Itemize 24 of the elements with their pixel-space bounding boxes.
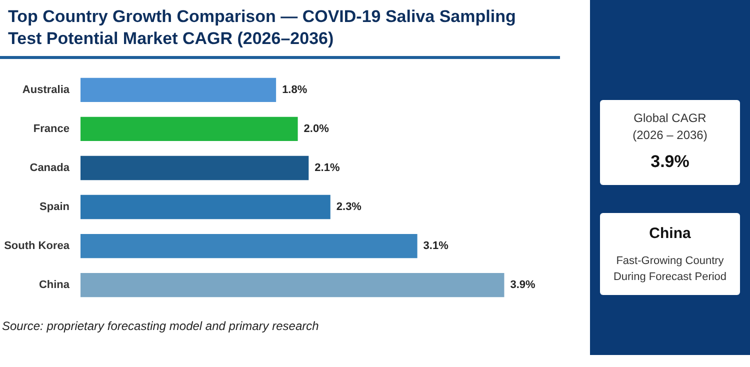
data-label: 1.8% — [282, 84, 308, 96]
bar — [80, 194, 330, 220]
data-label: 2.1% — [314, 162, 340, 174]
text: Fast-Growing Country During Forecast Period — [612, 254, 728, 285]
data-label: 2.0% — [304, 122, 330, 135]
source-note: Source: proprietary forecasting model and primary research — [1, 318, 319, 335]
y-tick-label: Spain — [40, 201, 70, 214]
bar — [80, 156, 309, 180]
y-tick-label: Canada — [30, 162, 70, 174]
data-label: 3.9% — [510, 279, 536, 292]
y-tick-label: Australia — [22, 84, 70, 96]
text: 3.9% — [650, 151, 690, 174]
data-label: 3.1% — [423, 240, 449, 252]
bar — [80, 116, 298, 142]
y-tick-label: South Korea — [4, 240, 70, 252]
text: Global CAGR (2026 – 2036) — [632, 110, 708, 144]
chart-title: Top Country Growth Comparison — COVID-19 Saliva Sampling Test Potential Market CAGR (2026–2036) — [0, 0, 560, 60]
bar — [80, 78, 276, 102]
y-tick-label: China — [38, 279, 70, 292]
bar — [80, 272, 504, 298]
y-tick-label: France — [33, 122, 70, 135]
data-label: 2.3% — [336, 201, 362, 214]
bar — [80, 234, 418, 258]
text: China — [648, 224, 692, 244]
